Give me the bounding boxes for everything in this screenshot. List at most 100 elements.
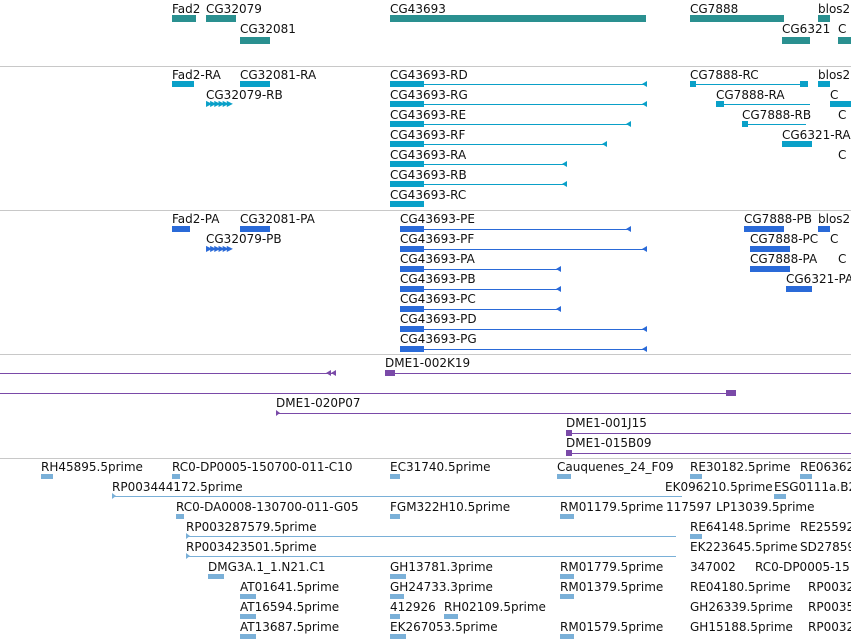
transcript-label[interactable]: CG7888-RA	[716, 88, 785, 102]
clone-label[interactable]: DME1-015B09	[566, 436, 652, 450]
est-feature[interactable]	[186, 536, 676, 537]
est-label[interactable]: RC0-DP0005-150700-011-C10	[172, 460, 353, 474]
est-feature[interactable]	[690, 534, 702, 539]
gene-feature[interactable]	[838, 37, 851, 44]
est-label[interactable]: FGM322H10.5prime	[390, 500, 511, 514]
est-feature[interactable]	[390, 514, 400, 519]
est-feature[interactable]	[172, 474, 180, 479]
est-label[interactable]: SD27859	[800, 540, 851, 554]
est-feature[interactable]	[560, 514, 574, 519]
gene-feature[interactable]	[240, 37, 270, 44]
est-feature[interactable]	[240, 634, 256, 639]
protein-intron[interactable]	[400, 329, 646, 330]
transcript-intron[interactable]	[390, 104, 646, 105]
protein-label[interactable]: CG32081-PA	[240, 212, 315, 226]
transcript-label[interactable]: C	[838, 108, 847, 122]
transcript-feature[interactable]	[172, 81, 194, 87]
est-label[interactable]: RE04180.5prime	[690, 580, 791, 594]
transcript-label[interactable]: CG43693-RF	[390, 128, 466, 142]
protein-intron[interactable]	[400, 309, 560, 310]
est-label[interactable]: RE64148.5prime	[690, 520, 791, 534]
est-feature[interactable]	[390, 574, 406, 579]
est-label[interactable]: RE25592	[800, 520, 851, 534]
protein-label[interactable]: CG6321-PA	[786, 272, 851, 286]
transcript-label[interactable]: CG7888-RB	[742, 108, 812, 122]
protein-feature[interactable]	[750, 266, 790, 272]
transcript-exon[interactable]	[390, 201, 424, 207]
est-label[interactable]: RP0035	[808, 600, 851, 614]
transcript-intron[interactable]	[390, 184, 566, 185]
gene-feature[interactable]	[172, 15, 196, 22]
est-label[interactable]: RP0032	[808, 620, 851, 634]
transcript-feature[interactable]: ▶▶▶▶▶▶	[206, 99, 233, 108]
est-label[interactable]: AT16594.5prime	[240, 600, 340, 614]
est-feature[interactable]	[186, 556, 676, 557]
gene-label[interactable]: CG32081	[240, 22, 296, 36]
est-feature[interactable]	[800, 474, 812, 479]
est-label[interactable]: Cauquenes_24_F09	[557, 460, 674, 474]
clone-label[interactable]: DME1-002K19	[385, 356, 471, 370]
est-label[interactable]: GH15188.5prime	[690, 620, 793, 634]
clone-feature[interactable]	[566, 453, 851, 454]
clone-feature[interactable]	[276, 413, 851, 414]
gene-feature[interactable]	[206, 15, 236, 22]
transcript-feature[interactable]	[782, 141, 812, 147]
protein-feature[interactable]	[744, 226, 784, 232]
est-feature[interactable]	[390, 634, 406, 639]
gene-feature[interactable]	[818, 15, 830, 22]
est-label[interactable]: EK096210.5prime	[665, 480, 773, 494]
transcript-label[interactable]: CG43693-RD	[390, 68, 468, 82]
est-label[interactable]: RM01379.5prime	[560, 580, 664, 594]
est-label[interactable]: GH24733.3prime	[390, 580, 493, 594]
protein-intron[interactable]	[400, 269, 560, 270]
est-label[interactable]: ESG0111a.B2	[774, 480, 851, 494]
est-feature[interactable]	[390, 614, 400, 619]
protein-label[interactable]: C	[838, 252, 847, 266]
protein-intron[interactable]	[400, 249, 646, 250]
transcript-label[interactable]: CG43693-RG	[390, 88, 468, 102]
est-label[interactable]: RP0032	[808, 580, 851, 594]
transcript-intron[interactable]	[742, 124, 806, 125]
est-label[interactable]: AT13687.5prime	[240, 620, 340, 634]
est-label[interactable]: LP13039.5prime	[716, 500, 815, 514]
est-feature[interactable]	[390, 594, 404, 599]
clone-feature[interactable]	[0, 373, 334, 374]
est-feature[interactable]	[560, 634, 574, 639]
gene-label[interactable]: CG43693	[390, 2, 446, 16]
protein-feature[interactable]	[240, 226, 270, 232]
transcript-feature[interactable]	[240, 81, 270, 87]
est-label[interactable]: RC0-DP0005-15	[755, 560, 850, 574]
est-feature[interactable]	[560, 574, 574, 579]
transcript-label[interactable]: C	[838, 148, 847, 162]
transcript-label[interactable]: CG32081-RA	[240, 68, 317, 82]
gene-feature[interactable]	[782, 37, 810, 44]
est-feature[interactable]	[774, 494, 786, 499]
protein-label[interactable]: CG43693-PB	[400, 272, 476, 286]
est-feature[interactable]	[240, 594, 256, 599]
protein-label[interactable]: Fad2-PA	[172, 212, 220, 226]
protein-label[interactable]: CG43693-PF	[400, 232, 475, 246]
gene-label[interactable]: CG7888	[690, 2, 739, 16]
clone-label[interactable]: DME1-001J15	[566, 416, 647, 430]
protein-label[interactable]: CG7888-PB	[744, 212, 813, 226]
est-label[interactable]: 347002	[690, 560, 736, 574]
est-feature[interactable]	[176, 514, 184, 519]
est-label[interactable]: 412926	[390, 600, 436, 614]
transcript-label[interactable]: CG43693-RB	[390, 168, 467, 182]
est-feature[interactable]	[390, 474, 400, 479]
est-label[interactable]: AT01641.5prime	[240, 580, 340, 594]
protein-label[interactable]: CG43693-PD	[400, 312, 477, 326]
transcript-label[interactable]: blos2	[818, 68, 851, 82]
est-label[interactable]: RH02109.5prime	[444, 600, 546, 614]
est-label[interactable]: RP003287579.5prime	[186, 520, 317, 534]
protein-feature[interactable]	[786, 286, 812, 292]
clone-feature[interactable]	[566, 433, 851, 434]
est-label[interactable]: RE30182.5prime	[690, 460, 791, 474]
est-feature[interactable]	[240, 614, 256, 619]
protein-label[interactable]: blos2	[818, 212, 851, 226]
est-label[interactable]: DMG3A.1_1.N21.C1	[208, 560, 326, 574]
protein-intron[interactable]	[400, 229, 630, 230]
transcript-feature[interactable]	[830, 101, 851, 107]
gene-label[interactable]: CG6321	[782, 22, 831, 36]
transcript-label[interactable]: CG43693-RA	[390, 148, 467, 162]
